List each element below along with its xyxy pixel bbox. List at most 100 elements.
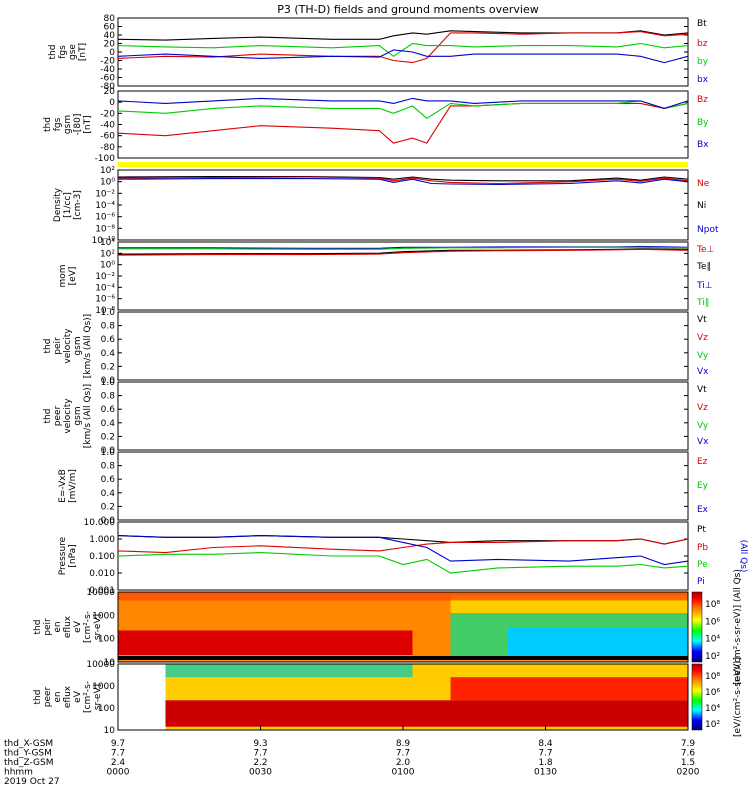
- series-temperature-Te⊥: [117, 248, 689, 256]
- panel-peer_velocity: thd peer velocity gsm [km/s (All Qs)] 1.0 0.8 0…: [43, 378, 709, 456]
- x-tick-label: 2.2: [253, 758, 267, 768]
- legend-Ni: Ni: [697, 201, 706, 211]
- ylabel-line: en: [53, 621, 63, 632]
- ylabel-line: peer: [43, 686, 53, 707]
- panel-frame: [117, 591, 689, 663]
- y-tick-label: -80: [100, 143, 115, 153]
- y-tick-label: 10⁻¹⁰: [92, 236, 116, 246]
- y-tick-label: 10⁻⁶: [95, 295, 115, 305]
- x-tick-label: 2.0: [396, 758, 411, 768]
- y-tick-label: 1.0: [101, 448, 116, 458]
- ylabel-line: [cm²-s-: [83, 681, 93, 713]
- series-fgs_gse-Bt: [117, 30, 689, 41]
- legend-Pt: Pt: [697, 525, 706, 535]
- ylabel-line: fgs: [53, 117, 63, 131]
- x-tick-label: 7.7: [538, 749, 552, 759]
- colorbar-label: [eV/(cm²-s-sr-eV)]: [733, 657, 743, 737]
- ylabel-line: [mV/m]: [68, 469, 78, 503]
- ylabel-line: mom: [58, 264, 68, 287]
- legend-Bz: Bz: [697, 95, 708, 105]
- x-tick-label: 7.7: [253, 749, 267, 759]
- legend-Pb: Pb: [697, 543, 708, 553]
- ylabel-line: peir: [53, 337, 63, 355]
- x-axis: thd_X-GSM 9.7 9.3 8.9 8.4 7.9 thd_Y-GSM 7.7 7.7 7…: [4, 725, 700, 787]
- ylabel-line: fgs: [58, 45, 68, 59]
- y-tick-label: 10⁻²: [95, 272, 115, 282]
- ylabel-line: [km/s (All Qs)]: [83, 314, 93, 378]
- series-fgs_gsm-Bz: [117, 102, 689, 144]
- ylabel-line: en: [53, 691, 63, 702]
- series-density-Ne: [117, 176, 689, 185]
- legend-Vz: Vz: [697, 333, 708, 343]
- legend-Vx: Vx: [697, 367, 709, 377]
- legend-bx: bx: [697, 75, 709, 85]
- y-tick-label: 10.000: [84, 518, 116, 528]
- x-row-label: thd_X-GSM: [4, 739, 53, 749]
- series-density-Npot: [117, 178, 689, 186]
- y-tick-label: 0.8: [101, 322, 116, 332]
- legend-Pi: Pi: [697, 577, 705, 587]
- y-tick-label: 0.100: [89, 552, 115, 562]
- x-tick-label: 7.9: [681, 739, 696, 749]
- heatmap-band: [118, 656, 688, 660]
- x-row-label: thd_Z-GSM: [4, 758, 53, 768]
- legend-Vy: Vy: [697, 351, 709, 361]
- colorbar-tick-label: 10⁶: [705, 688, 720, 698]
- x-tick-label: 8.4: [538, 739, 553, 749]
- colorbar: [691, 591, 703, 663]
- ylabel-line: eflux: [63, 685, 73, 708]
- y-tick-label: 10: [104, 726, 116, 736]
- ylabel-line: gsm: [73, 336, 83, 355]
- legend-Ez: Ez: [697, 457, 708, 467]
- ylabel-line: E=-VxB: [58, 469, 68, 503]
- ylabel-line: gsm: [73, 406, 83, 425]
- series-fgs_gsm-Bx: [117, 97, 689, 109]
- ylabel-line: thd: [43, 117, 53, 132]
- y-tick-label: -40: [100, 121, 115, 131]
- ylabel-line: thd: [33, 620, 43, 635]
- colorbar: [691, 663, 703, 731]
- panels: thd fgs gse [nT]806040200-20-40-60-80Btbzby…: [33, 14, 748, 737]
- colorbar-tick-label: 10²: [705, 652, 720, 662]
- y-tick-label: 0.2: [101, 432, 115, 442]
- series-pressure-Pi: [117, 535, 689, 566]
- ylabel-line: [eV]: [68, 267, 78, 286]
- panel-frame: [117, 521, 689, 591]
- ylabel-line: [cm²-s-: [83, 611, 93, 643]
- series-fgs_gsm-By: [117, 100, 689, 119]
- y-tick-label: 0.8: [101, 392, 116, 402]
- y-tick-label: -80: [100, 82, 115, 92]
- legend-Ti∥: Ti∥: [696, 298, 709, 308]
- y-tick-label: 0.6: [101, 335, 116, 345]
- legend-Npot: Npot: [697, 225, 719, 235]
- y-tick-label: 100: [98, 635, 115, 645]
- ylabel-line: gsm: [63, 115, 73, 134]
- ylabel-line: [cm-3]: [73, 190, 83, 220]
- ylabel-line: thd: [43, 339, 53, 354]
- y-tick-label: 0.0: [101, 516, 116, 526]
- panel-peer_eflux: thd peer en eflux eV [cm²-s-sr-eV] 10000 1000 10…: [33, 657, 743, 737]
- legend-By: By: [697, 118, 709, 128]
- heatmap-band: [118, 630, 413, 655]
- x-tick-label: 0130: [534, 768, 557, 778]
- colorbar-label: [eV/(cm²-s-sr-eV)] (All Qs): [733, 569, 743, 685]
- y-tick-label: 40: [104, 31, 116, 41]
- y-tick-label: 0: [109, 48, 115, 58]
- ylabel-line: [1/cc]: [63, 192, 73, 218]
- x-tick-label: 7.7: [396, 749, 410, 759]
- y-tick-label: 1000: [92, 611, 115, 621]
- y-tick-label: 20: [104, 87, 116, 97]
- y-tick-label: 10⁻⁴: [95, 283, 115, 293]
- ylabel-line: peir: [43, 618, 53, 636]
- ylabel-line: sr-eV]: [93, 614, 103, 640]
- y-tick-label: 80: [104, 14, 116, 24]
- y-tick-label: 10⁻²: [95, 189, 115, 199]
- legend-Vx: Vx: [697, 437, 709, 447]
- legend-Ey: Ey: [697, 481, 709, 491]
- y-tick-label: -100: [95, 154, 116, 164]
- x-tick-label: 1.8: [538, 758, 553, 768]
- y-tick-label: 10: [104, 658, 116, 668]
- y-tick-label: 1.000: [89, 535, 115, 545]
- panel-frame: [117, 90, 689, 159]
